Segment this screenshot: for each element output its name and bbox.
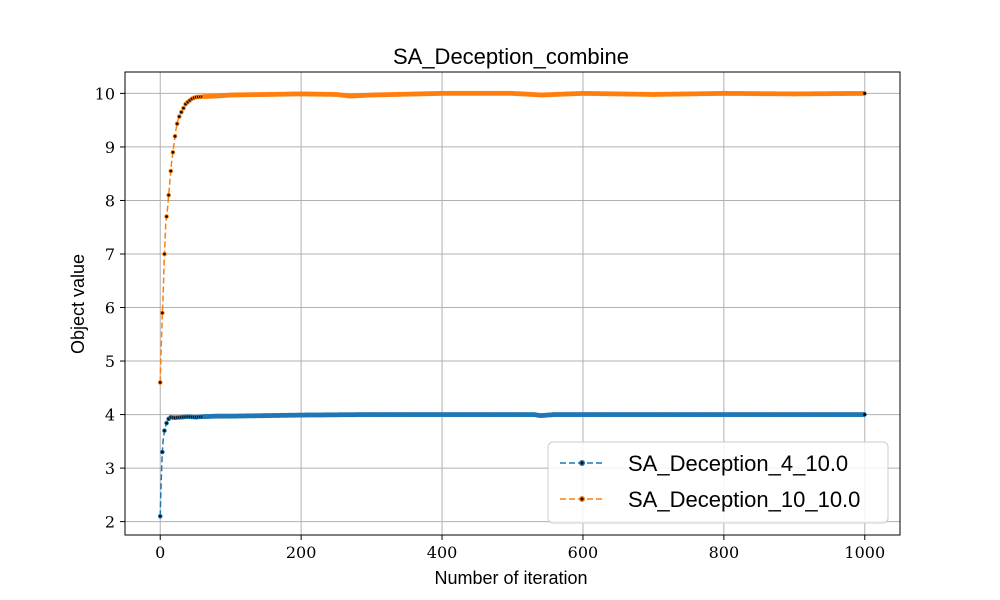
- series-2: [157, 90, 867, 385]
- x-tick-label: 400: [427, 543, 458, 562]
- data-point-center: [163, 429, 166, 433]
- data-point-center: [160, 450, 164, 454]
- data-point-center: [177, 115, 181, 119]
- data-point-center: [165, 421, 168, 425]
- data-point-center: [182, 106, 185, 110]
- legend-item-2: SA_Deception_10_10.0: [560, 487, 860, 512]
- data-point-center: [158, 514, 162, 518]
- data-point-center: [171, 150, 175, 154]
- data-point-center: [167, 193, 171, 197]
- legend-box: [547, 441, 889, 524]
- y-tick-label: 3: [105, 459, 115, 478]
- y-tick-label: 8: [105, 191, 115, 210]
- last-data-point: [863, 91, 867, 96]
- x-tick-label: 0: [155, 543, 165, 562]
- legend-marker-center: [580, 461, 584, 465]
- y-tick-label: 9: [105, 138, 115, 157]
- data-point-center: [163, 252, 166, 256]
- y-tick-label: 10: [95, 84, 115, 103]
- data-point-center: [179, 110, 183, 114]
- legend-label: SA_Deception_10_10.0: [628, 487, 860, 512]
- x-tick-label: 600: [568, 543, 599, 562]
- series-layer: [157, 90, 867, 519]
- data-point-center: [160, 311, 164, 315]
- legend: SA_Deception_4_10.0 SA_Deception_10_10.0: [547, 441, 889, 524]
- x-tick-label: 1000: [844, 543, 885, 562]
- chart-title: SA_Deception_combine: [393, 44, 629, 69]
- x-tick-label: 800: [709, 543, 740, 562]
- data-point-center: [169, 169, 173, 173]
- x-tick-label: 200: [286, 543, 317, 562]
- y-tick-label: 5: [105, 352, 115, 371]
- last-data-point: [863, 412, 867, 417]
- legend-item-1: SA_Deception_4_10.0: [560, 451, 848, 476]
- y-axis-label: Object value: [68, 254, 88, 354]
- x-axis-label: Number of iteration: [434, 568, 587, 588]
- legend-marker-center: [580, 497, 584, 501]
- axis-ticks: 0 200 400 600 800 1000 2 3 4 5 6 7 8 9 10: [95, 84, 885, 562]
- data-point-center: [165, 215, 168, 218]
- y-tick-label: 6: [105, 299, 115, 318]
- legend-label: SA_Deception_4_10.0: [628, 451, 848, 476]
- data-point-center: [173, 134, 177, 138]
- series-1: [157, 412, 867, 519]
- y-tick-label: 7: [105, 245, 115, 264]
- y-tick-label: 4: [105, 406, 115, 425]
- y-tick-label: 2: [105, 513, 115, 532]
- data-point-center: [175, 122, 179, 126]
- data-point-center: [158, 381, 162, 384]
- plot-frame: [124, 71, 901, 536]
